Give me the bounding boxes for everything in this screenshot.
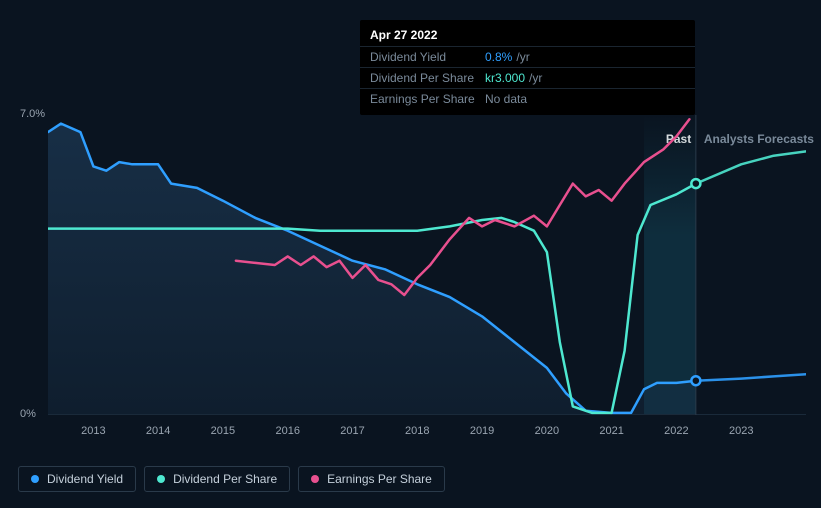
legend-label: Dividend Per Share (173, 472, 277, 486)
x-tick-label: 2015 (211, 425, 235, 437)
legend-item-dividend-yield[interactable]: Dividend Yield (18, 466, 136, 492)
x-tick-label: 2017 (340, 425, 364, 437)
legend-dot (31, 475, 39, 483)
x-tick-label: 2022 (664, 425, 688, 437)
chart-tooltip: Apr 27 2022 Dividend Yield0.8%/yrDividen… (360, 20, 695, 115)
tooltip-row-value: No data (485, 92, 527, 106)
x-tick-label: 2013 (81, 425, 105, 437)
tooltip-row-value: 0.8% (485, 50, 512, 64)
tooltip-row-label: Dividend Yield (370, 50, 485, 64)
legend-dot (311, 475, 319, 483)
x-tick-label: 2020 (535, 425, 559, 437)
x-tick-label: 2014 (146, 425, 170, 437)
legend-label: Earnings Per Share (327, 472, 432, 486)
tooltip-date: Apr 27 2022 (360, 26, 695, 46)
legend-item-earnings-per-share[interactable]: Earnings Per Share (298, 466, 445, 492)
tooltip-row: Earnings Per ShareNo data (360, 88, 695, 109)
chart-area[interactable] (48, 115, 806, 415)
x-tick-label: 2019 (470, 425, 494, 437)
x-axis-labels: 2013 2014 2015 2016 2017 2018 2019 2020 2021 2022… (48, 425, 806, 445)
legend-label: Dividend Yield (47, 472, 123, 486)
legend-dot (157, 475, 165, 483)
y-max-label: 7.0% (20, 108, 45, 120)
tooltip-row: Dividend Yield0.8% /yr (360, 46, 695, 67)
x-tick-label: 2023 (729, 425, 753, 437)
tooltip-row-unit: /yr (516, 50, 529, 64)
tooltip-row-label: Dividend Per Share (370, 71, 485, 85)
legend-item-dividend-per-share[interactable]: Dividend Per Share (144, 466, 290, 492)
tooltip-row-value: kr3.000 (485, 71, 525, 85)
tooltip-row: Dividend Per Sharekr3.000/yr (360, 67, 695, 88)
x-tick-label: 2016 (275, 425, 299, 437)
x-tick-label: 2018 (405, 425, 429, 437)
y-min-label: 0% (20, 408, 36, 420)
x-tick-label: 2021 (599, 425, 623, 437)
tooltip-row-unit: /yr (529, 71, 542, 85)
tooltip-row-label: Earnings Per Share (370, 92, 485, 106)
legend: Dividend Yield Dividend Per Share Earnings… (18, 466, 445, 492)
